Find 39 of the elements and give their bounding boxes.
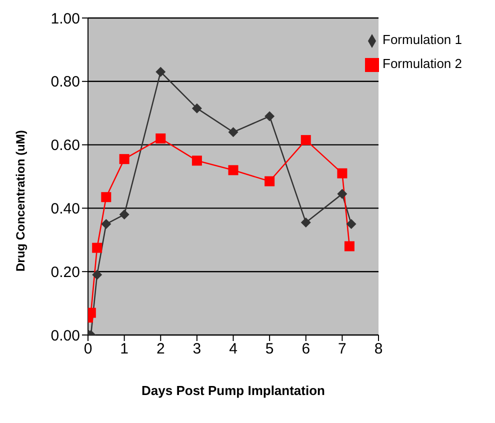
point bbox=[101, 219, 112, 230]
y-tick-label: 0.40 bbox=[50, 200, 80, 218]
y-tick-label: 0.80 bbox=[50, 74, 80, 91]
point bbox=[92, 242, 102, 253]
y-tick-label: 0.00 bbox=[50, 327, 80, 344]
point bbox=[156, 133, 166, 144]
point bbox=[264, 111, 275, 122]
y-axis-title: Drug Concentration (uM) bbox=[13, 130, 28, 272]
legend-label: Formulation 1 bbox=[382, 32, 462, 47]
point bbox=[344, 241, 354, 252]
x-tick-label: 3 bbox=[192, 340, 202, 358]
x-tick-label: 5 bbox=[265, 340, 274, 358]
legend-label: Formulation 2 bbox=[382, 56, 462, 71]
x-tick-label: 4 bbox=[229, 340, 238, 358]
x-tick-label: 7 bbox=[338, 340, 346, 358]
point bbox=[264, 176, 275, 186]
point bbox=[337, 188, 348, 199]
point bbox=[101, 192, 112, 202]
point bbox=[228, 165, 238, 176]
x-axis-title: Days Post Pump Implantation bbox=[142, 383, 326, 398]
x-tick-label: 6 bbox=[302, 340, 310, 358]
point bbox=[192, 156, 202, 166]
point bbox=[346, 219, 356, 230]
point bbox=[300, 135, 311, 146]
y-tick-label: 0.60 bbox=[50, 137, 80, 154]
point bbox=[156, 66, 166, 77]
y-tick-label: 1.00 bbox=[50, 10, 80, 28]
point bbox=[119, 210, 130, 220]
x-tick-label: 0 bbox=[84, 340, 92, 358]
point bbox=[300, 217, 311, 228]
x-tick-label: 1 bbox=[120, 340, 128, 358]
y-tick-label: 0.20 bbox=[50, 264, 80, 281]
point bbox=[119, 154, 130, 164]
x-tick-label: 2 bbox=[156, 340, 165, 358]
x-tick-label: 8 bbox=[374, 340, 383, 358]
point bbox=[92, 270, 102, 280]
point bbox=[337, 168, 348, 178]
point bbox=[192, 103, 202, 114]
point bbox=[228, 127, 238, 138]
